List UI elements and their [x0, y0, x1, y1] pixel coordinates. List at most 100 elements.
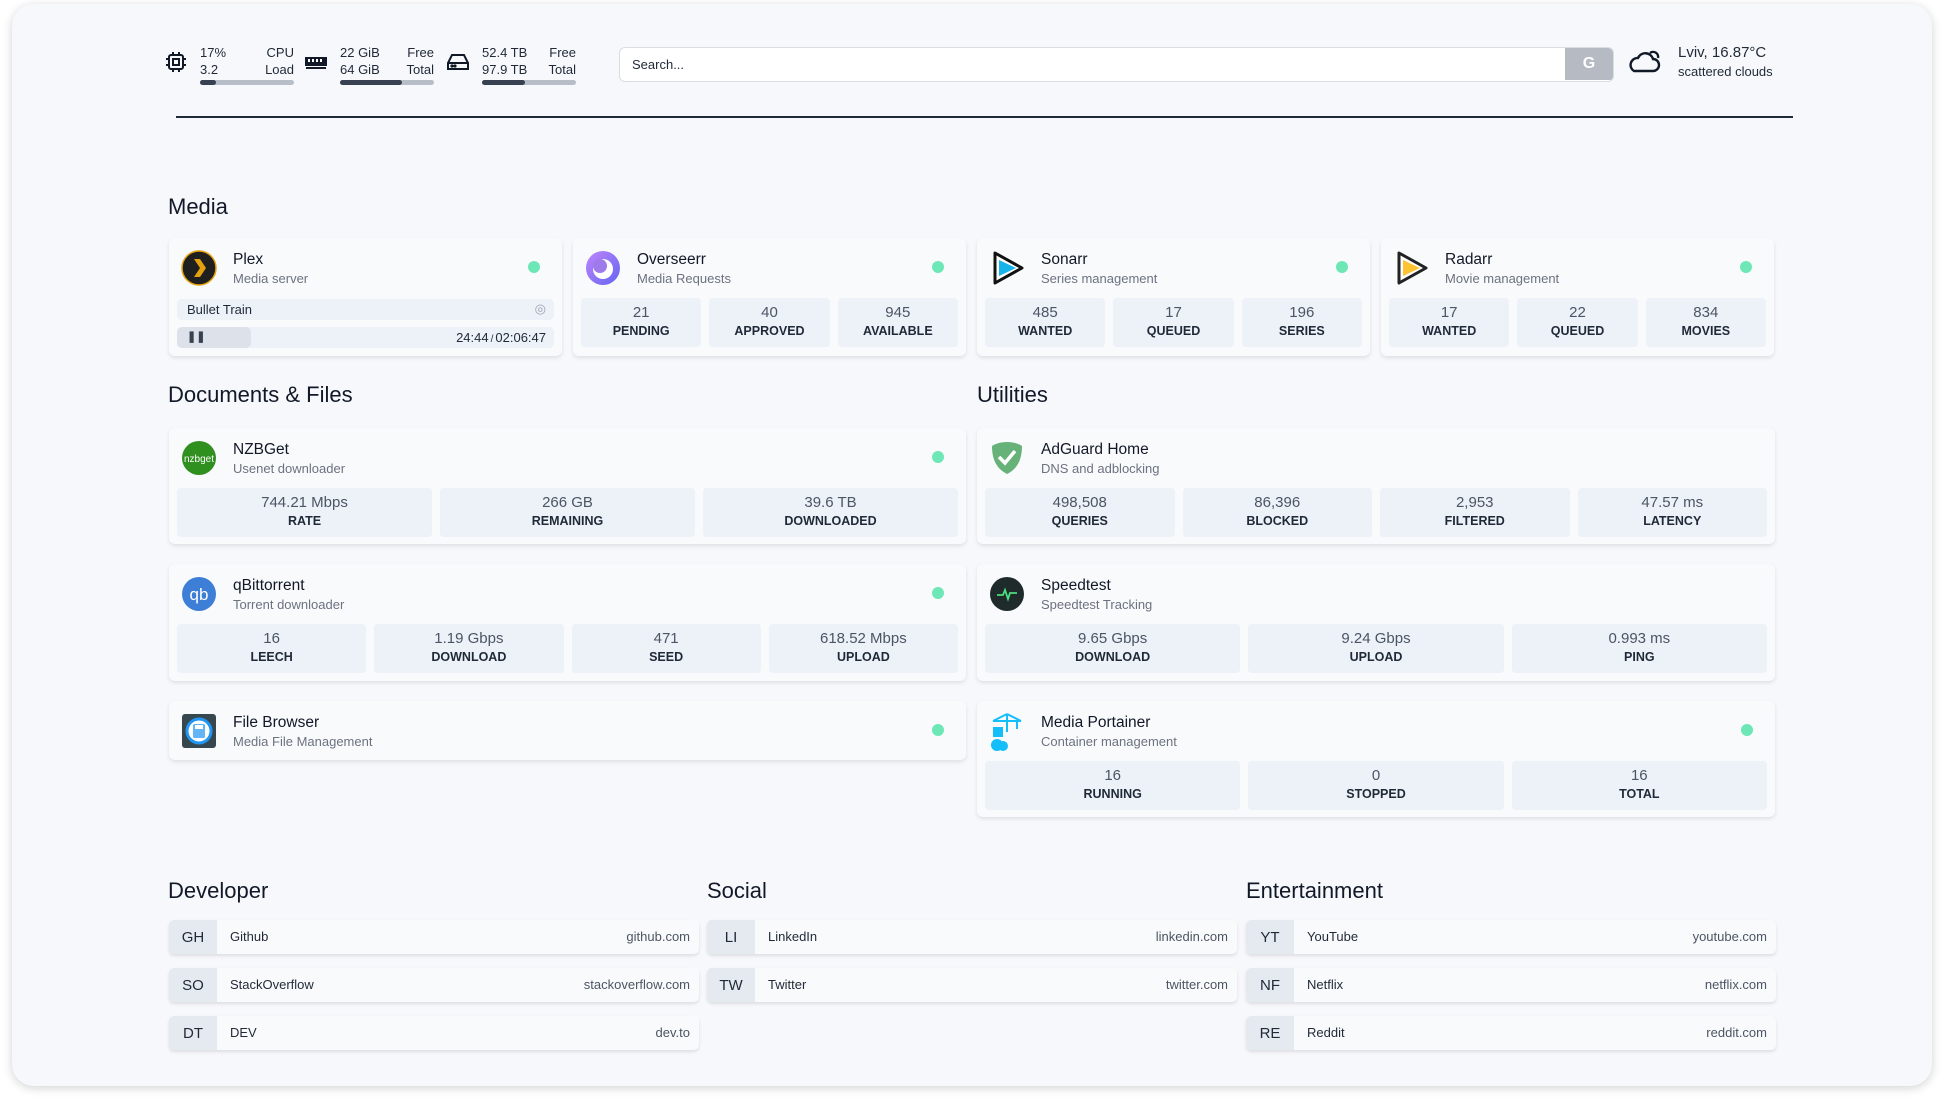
- stat-value: 40: [761, 304, 778, 321]
- stat-latency: 47.57 ms LATENCY: [1577, 488, 1767, 537]
- stat-label: FILTERED: [1444, 514, 1505, 528]
- stat-queries: 498,508 QUERIES: [985, 488, 1175, 537]
- service-subtitle: Torrent downloader: [233, 597, 345, 612]
- disk-free: 52.4 TB: [482, 45, 528, 60]
- free-label: Free: [407, 45, 434, 60]
- now-playing[interactable]: Bullet Train ◎: [177, 299, 554, 320]
- bookmark-stackoverflow[interactable]: SO StackOverflow stackoverflow.com: [169, 968, 699, 1002]
- service-title: Speedtest: [1041, 577, 1111, 594]
- stats-row: 498,508 QUERIES 86,396 BLOCKED 2,953 FILTERED…: [985, 488, 1767, 537]
- free-label: Free: [549, 45, 576, 60]
- search-input[interactable]: [632, 48, 1552, 80]
- bookmark-reddit[interactable]: RE Reddit reddit.com: [1246, 1016, 1776, 1050]
- playback-progress[interactable]: ❚❚ 24:44/02:06:47: [177, 327, 554, 348]
- service-card-radarr[interactable]: Radarr Movie management 17 WANTED 22 QUEUED 83…: [1381, 238, 1774, 356]
- service-card-filebrowser[interactable]: File Browser Media File Management: [169, 701, 966, 760]
- stat-label: SERIES: [1278, 324, 1325, 338]
- bookmark-youtube[interactable]: YT YouTube youtube.com: [1246, 920, 1776, 954]
- stat-label: BLOCKED: [1246, 514, 1309, 528]
- bookmark-name: Twitter: [768, 977, 807, 992]
- service-card-sonarr[interactable]: Sonarr Series management 485 WANTED 17 QUEUED…: [977, 238, 1370, 356]
- stat-movies: 834 MOVIES: [1645, 298, 1766, 347]
- status-indicator: [1740, 261, 1752, 273]
- bookmark-abbreviation: LI: [707, 920, 755, 954]
- stat-value: 485: [1032, 304, 1058, 321]
- stat-value: 498,508: [1052, 494, 1107, 511]
- weather-temp: Lviv, 16.87°C: [1678, 44, 1767, 61]
- plex-icon: [181, 250, 217, 286]
- bookmark-name: Netflix: [1307, 977, 1344, 992]
- stats-row: 9.65 Gbps DOWNLOAD 9.24 Gbps UPLOAD 0.993 ms…: [985, 624, 1767, 673]
- stat-label: RATE: [287, 514, 322, 528]
- stat-label: WANTED: [1422, 324, 1477, 338]
- memory-icon: [305, 57, 327, 69]
- bookmark-linkedin[interactable]: LI LinkedIn linkedin.com: [707, 920, 1237, 954]
- service-subtitle: Container management: [1041, 734, 1177, 749]
- sonarr-icon: [989, 250, 1025, 286]
- stat-value: 945: [885, 304, 911, 321]
- stat-available: 945 AVAILABLE: [837, 298, 958, 347]
- stat-series: 196 SERIES: [1241, 298, 1362, 347]
- status-indicator: [932, 724, 944, 736]
- search-button[interactable]: G: [1565, 48, 1613, 80]
- bookmark-dev[interactable]: DT DEV dev.to: [169, 1016, 699, 1050]
- stat-label: APPROVED: [734, 324, 805, 338]
- bookmark-name: DEV: [230, 1025, 257, 1040]
- bookmark-twitter[interactable]: TW Twitter twitter.com: [707, 968, 1237, 1002]
- service-card-adguard[interactable]: AdGuard Home DNS and adblocking 498,508 QUE…: [977, 428, 1775, 544]
- service-card-plex[interactable]: Plex Media server Bullet Train ◎ ❚❚ 24:44/02:…: [169, 238, 562, 356]
- service-card-overseerr[interactable]: Overseerr Media Requests 21 PENDING 40 APPROV…: [573, 238, 966, 356]
- bookmark-abbreviation: SO: [169, 968, 217, 1002]
- stat-upload: 9.24 Gbps UPLOAD: [1248, 624, 1504, 673]
- stat-value: 9.24 Gbps: [1341, 630, 1411, 647]
- bookmark-github[interactable]: GH Github github.com: [169, 920, 699, 954]
- stat-downloaded: 39.6 TB DOWNLOADED: [703, 488, 958, 537]
- service-title: File Browser: [233, 714, 320, 731]
- stat-value: 1.19 Gbps: [434, 630, 504, 647]
- service-subtitle: Media server: [233, 271, 309, 286]
- stats-row: 744.21 Mbps RATE 266 GB REMAINING 39.6 TB DOW…: [177, 488, 958, 537]
- bookmark-url: youtube.com: [1692, 929, 1767, 944]
- cpu-label: CPU: [266, 45, 294, 60]
- stat-wanted: 485 WANTED: [985, 298, 1106, 347]
- status-indicator: [932, 261, 944, 273]
- stat-value: 744.21 Mbps: [261, 494, 348, 511]
- stat-value: 0.993 ms: [1608, 630, 1671, 647]
- stream-settings-icon[interactable]: ◎: [534, 301, 546, 316]
- service-title: Plex: [233, 251, 264, 268]
- bookmark-name: StackOverflow: [230, 977, 314, 992]
- stat-label: MOVIES: [1681, 324, 1731, 338]
- service-card-nzbget[interactable]: nzbget NZBGet Usenet downloader 744.21 Mbps…: [169, 428, 966, 544]
- stat-label: DOWNLOAD: [1075, 650, 1151, 664]
- current-time: 24:44: [456, 330, 489, 345]
- bookmark-url: stackoverflow.com: [583, 977, 690, 992]
- stat-seed: 471 SEED: [571, 624, 761, 673]
- service-card-portainer[interactable]: Media Portainer Container management 16 RUN…: [977, 701, 1775, 817]
- now-playing-title: Bullet Train: [187, 302, 253, 317]
- stat-label: QUEUED: [1550, 324, 1605, 338]
- pause-icon[interactable]: ❚❚: [187, 331, 206, 343]
- portainer-icon: [989, 713, 1025, 751]
- bookmark-abbreviation: YT: [1246, 920, 1294, 954]
- stat-label: SEED: [649, 650, 684, 664]
- service-card-speedtest[interactable]: Speedtest Speedtest Tracking 9.65 Gbps DOWN…: [977, 564, 1775, 681]
- bookmark-netflix[interactable]: NF Netflix netflix.com: [1246, 968, 1776, 1002]
- stat-value: 618.52 Mbps: [820, 630, 907, 647]
- status-indicator: [1741, 724, 1753, 736]
- cpu-bar: [200, 80, 294, 85]
- section-heading-documents: Documents & Files: [168, 382, 353, 407]
- stats-row: 485 WANTED 17 QUEUED 196 SERIES: [985, 298, 1362, 347]
- time-separator: /: [490, 334, 494, 345]
- service-title: Sonarr: [1041, 251, 1088, 268]
- section-heading-social: Social: [707, 878, 767, 903]
- stats-row: 16 LEECH 1.19 Gbps DOWNLOAD 471 SEED 618.52 Mb…: [177, 624, 958, 673]
- stat-value: 17: [1165, 304, 1182, 321]
- bookmark-name: LinkedIn: [768, 929, 818, 944]
- stat-filtered: 2,953 FILTERED: [1380, 488, 1570, 537]
- stat-value: 266 GB: [542, 494, 593, 511]
- bookmark-url: netflix.com: [1704, 977, 1767, 992]
- stat-label: UPLOAD: [836, 650, 890, 664]
- nzbget-icon: nzbget: [181, 440, 217, 476]
- service-card-qbittorrent[interactable]: qb qBittorrent Torrent downloader 16 LEECH 1.…: [169, 564, 966, 681]
- stat-rate: 744.21 Mbps RATE: [177, 488, 432, 537]
